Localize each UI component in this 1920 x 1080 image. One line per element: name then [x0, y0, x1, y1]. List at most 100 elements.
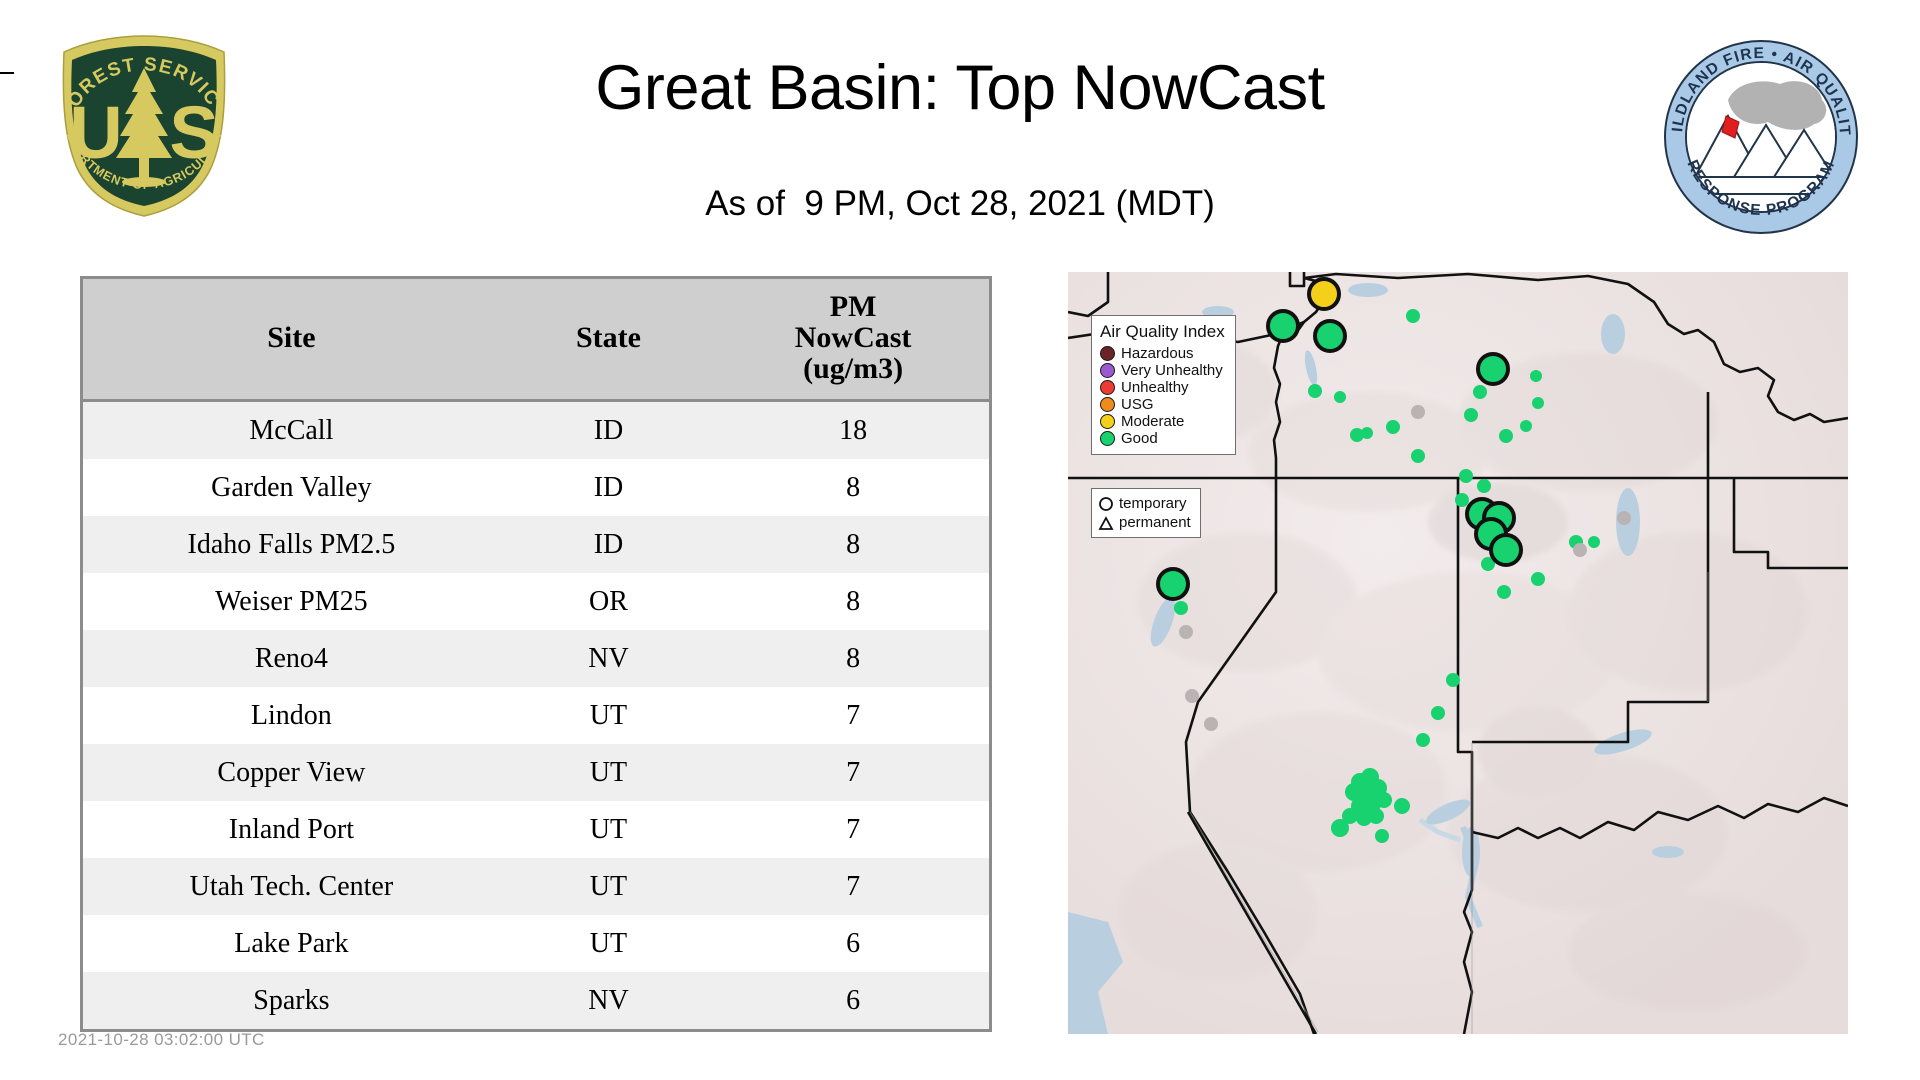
map-small-monitor-dots [1174, 309, 1600, 843]
pine-tree-icon [116, 68, 172, 187]
column-header-state: State [499, 279, 718, 402]
wfaqrp-logo: WILDLAND FIRE • AIR QUALITY RESPONSE PRO… [1654, 25, 1860, 236]
legend-item-moderate: Moderate [1100, 413, 1225, 430]
circle-outline-icon [1098, 496, 1114, 512]
table-row: Lindon UT 7 [83, 686, 989, 744]
cell-state: ID [499, 400, 718, 459]
nowcast-table: Site State PM NowCast (ug/m3) McCall ID … [83, 279, 989, 1029]
cell-site: Lindon [83, 686, 500, 744]
marker-good[interactable] [1476, 352, 1510, 386]
legend-label-temporary: temporary [1119, 495, 1187, 512]
legend-label-good: Good [1121, 429, 1158, 447]
legend-item-hazardous: Hazardous [1100, 345, 1225, 362]
legend-label-moderate: Moderate [1121, 412, 1185, 430]
cell-value: 8 [717, 629, 989, 687]
aqi-swatch-unhealthy-icon [1100, 380, 1115, 395]
cell-value: 8 [717, 572, 989, 630]
cell-value: 7 [717, 800, 989, 858]
table-header-row: Site State PM NowCast (ug/m3) [83, 279, 989, 402]
table-row: Idaho Falls PM2.5 ID 8 [83, 515, 989, 573]
cell-state: NV [499, 629, 718, 687]
site-type-legend: temporary permanent [1091, 488, 1201, 538]
legend-label-very-unhealthy: Very Unhealthy [1121, 361, 1223, 379]
map-state-boundaries [1068, 272, 1848, 1034]
smoke-plume-icon [1728, 81, 1827, 130]
legend-item-usg: USG [1100, 396, 1225, 413]
aqi-swatch-very-unhealthy-icon [1100, 363, 1115, 378]
aqi-swatch-moderate-icon [1100, 414, 1115, 429]
cell-state: OR [499, 572, 718, 630]
legend-label-usg: USG [1121, 395, 1154, 413]
marker-good[interactable] [1313, 319, 1347, 353]
legend-label-unhealthy: Unhealthy [1121, 378, 1189, 396]
cell-value: 8 [717, 515, 989, 573]
map-water-pacific [1068, 912, 1123, 1034]
legend-label-permanent: permanent [1119, 514, 1191, 531]
table-row: Utah Tech. Center UT 7 [83, 857, 989, 915]
triangle-outline-icon [1098, 515, 1114, 531]
cell-site: Reno4 [83, 629, 500, 687]
column-header-pm-line1: PM [829, 290, 877, 323]
usfs-monogram-u: U [69, 91, 122, 174]
cell-site: Garden Valley [83, 458, 500, 516]
aqi-legend: Air Quality Index Hazardous Very Unhealt… [1091, 315, 1236, 455]
page-subtitle: As of 9 PM, Oct 28, 2021 (MDT) [705, 184, 1215, 223]
nowcast-table-container: Site State PM NowCast (ug/m3) McCall ID … [80, 276, 992, 1032]
map-inactive-monitor-dots [1179, 405, 1631, 731]
column-header-pm-line2: NowCast [794, 321, 912, 355]
cell-site: Lake Park [83, 914, 500, 972]
cell-state: ID [499, 515, 718, 573]
column-header-state-label: State [575, 321, 641, 355]
table-row: Inland Port UT 7 [83, 800, 989, 858]
cell-site: Sparks [83, 971, 500, 1029]
cell-value: 8 [717, 458, 989, 516]
left-edge-tick [0, 72, 14, 74]
marker-good[interactable] [1489, 533, 1523, 567]
table-row: Reno4 NV 8 [83, 629, 989, 687]
cell-state: UT [499, 686, 718, 744]
cell-state: UT [499, 743, 718, 801]
table-row: Copper View UT 7 [83, 743, 989, 801]
legend-label-hazardous: Hazardous [1121, 344, 1194, 362]
cell-value: 7 [717, 857, 989, 915]
column-header-site: Site [83, 279, 500, 402]
aqi-swatch-good-icon [1100, 431, 1115, 446]
map-highlighted-markers[interactable] [1156, 277, 1523, 601]
map-minor-boundaries [1189, 572, 1709, 1034]
aqi-swatch-usg-icon [1100, 397, 1115, 412]
marker-moderate[interactable] [1307, 277, 1341, 311]
cell-value: 7 [717, 686, 989, 744]
legend-item-temporary: temporary [1098, 494, 1191, 513]
page-title: Great Basin: Top NowCast [595, 53, 1325, 123]
cell-state: ID [499, 458, 718, 516]
cell-state: UT [499, 914, 718, 972]
marker-good[interactable] [1156, 567, 1190, 601]
air-quality-map[interactable]: Air Quality Index Hazardous Very Unhealt… [1068, 272, 1848, 1034]
cell-value: 6 [717, 971, 989, 1029]
aqi-swatch-hazardous-icon [1100, 346, 1115, 361]
column-header-pm-line3: (ug/m3) [803, 352, 904, 386]
legend-item-unhealthy: Unhealthy [1100, 379, 1225, 396]
cell-value: 18 [717, 400, 989, 459]
table-row: Sparks NV 6 [83, 971, 989, 1029]
legend-item-permanent: permanent [1098, 513, 1191, 532]
legend-item-very-unhealthy: Very Unhealthy [1100, 362, 1225, 379]
marker-good[interactable] [1266, 309, 1300, 343]
fire-flag-icon [1721, 115, 1740, 139]
table-row: Lake Park UT 6 [83, 914, 989, 972]
cell-state: UT [499, 857, 718, 915]
cell-state: NV [499, 971, 718, 1029]
cell-site: Inland Port [83, 800, 500, 858]
cell-site: Idaho Falls PM2.5 [83, 515, 500, 573]
column-header-pm-nowcast: PM NowCast (ug/m3) [717, 279, 989, 402]
cell-state: UT [499, 800, 718, 858]
cell-value: 7 [717, 743, 989, 801]
table-row: Garden Valley ID 8 [83, 458, 989, 516]
cell-site: Utah Tech. Center [83, 857, 500, 915]
cell-site: Copper View [83, 743, 500, 801]
footer-timestamp: 2021-10-28 03:02:00 UTC [58, 1030, 265, 1049]
cell-value: 6 [717, 914, 989, 972]
cell-site: Weiser PM25 [83, 572, 500, 630]
legend-item-good: Good [1100, 430, 1225, 447]
